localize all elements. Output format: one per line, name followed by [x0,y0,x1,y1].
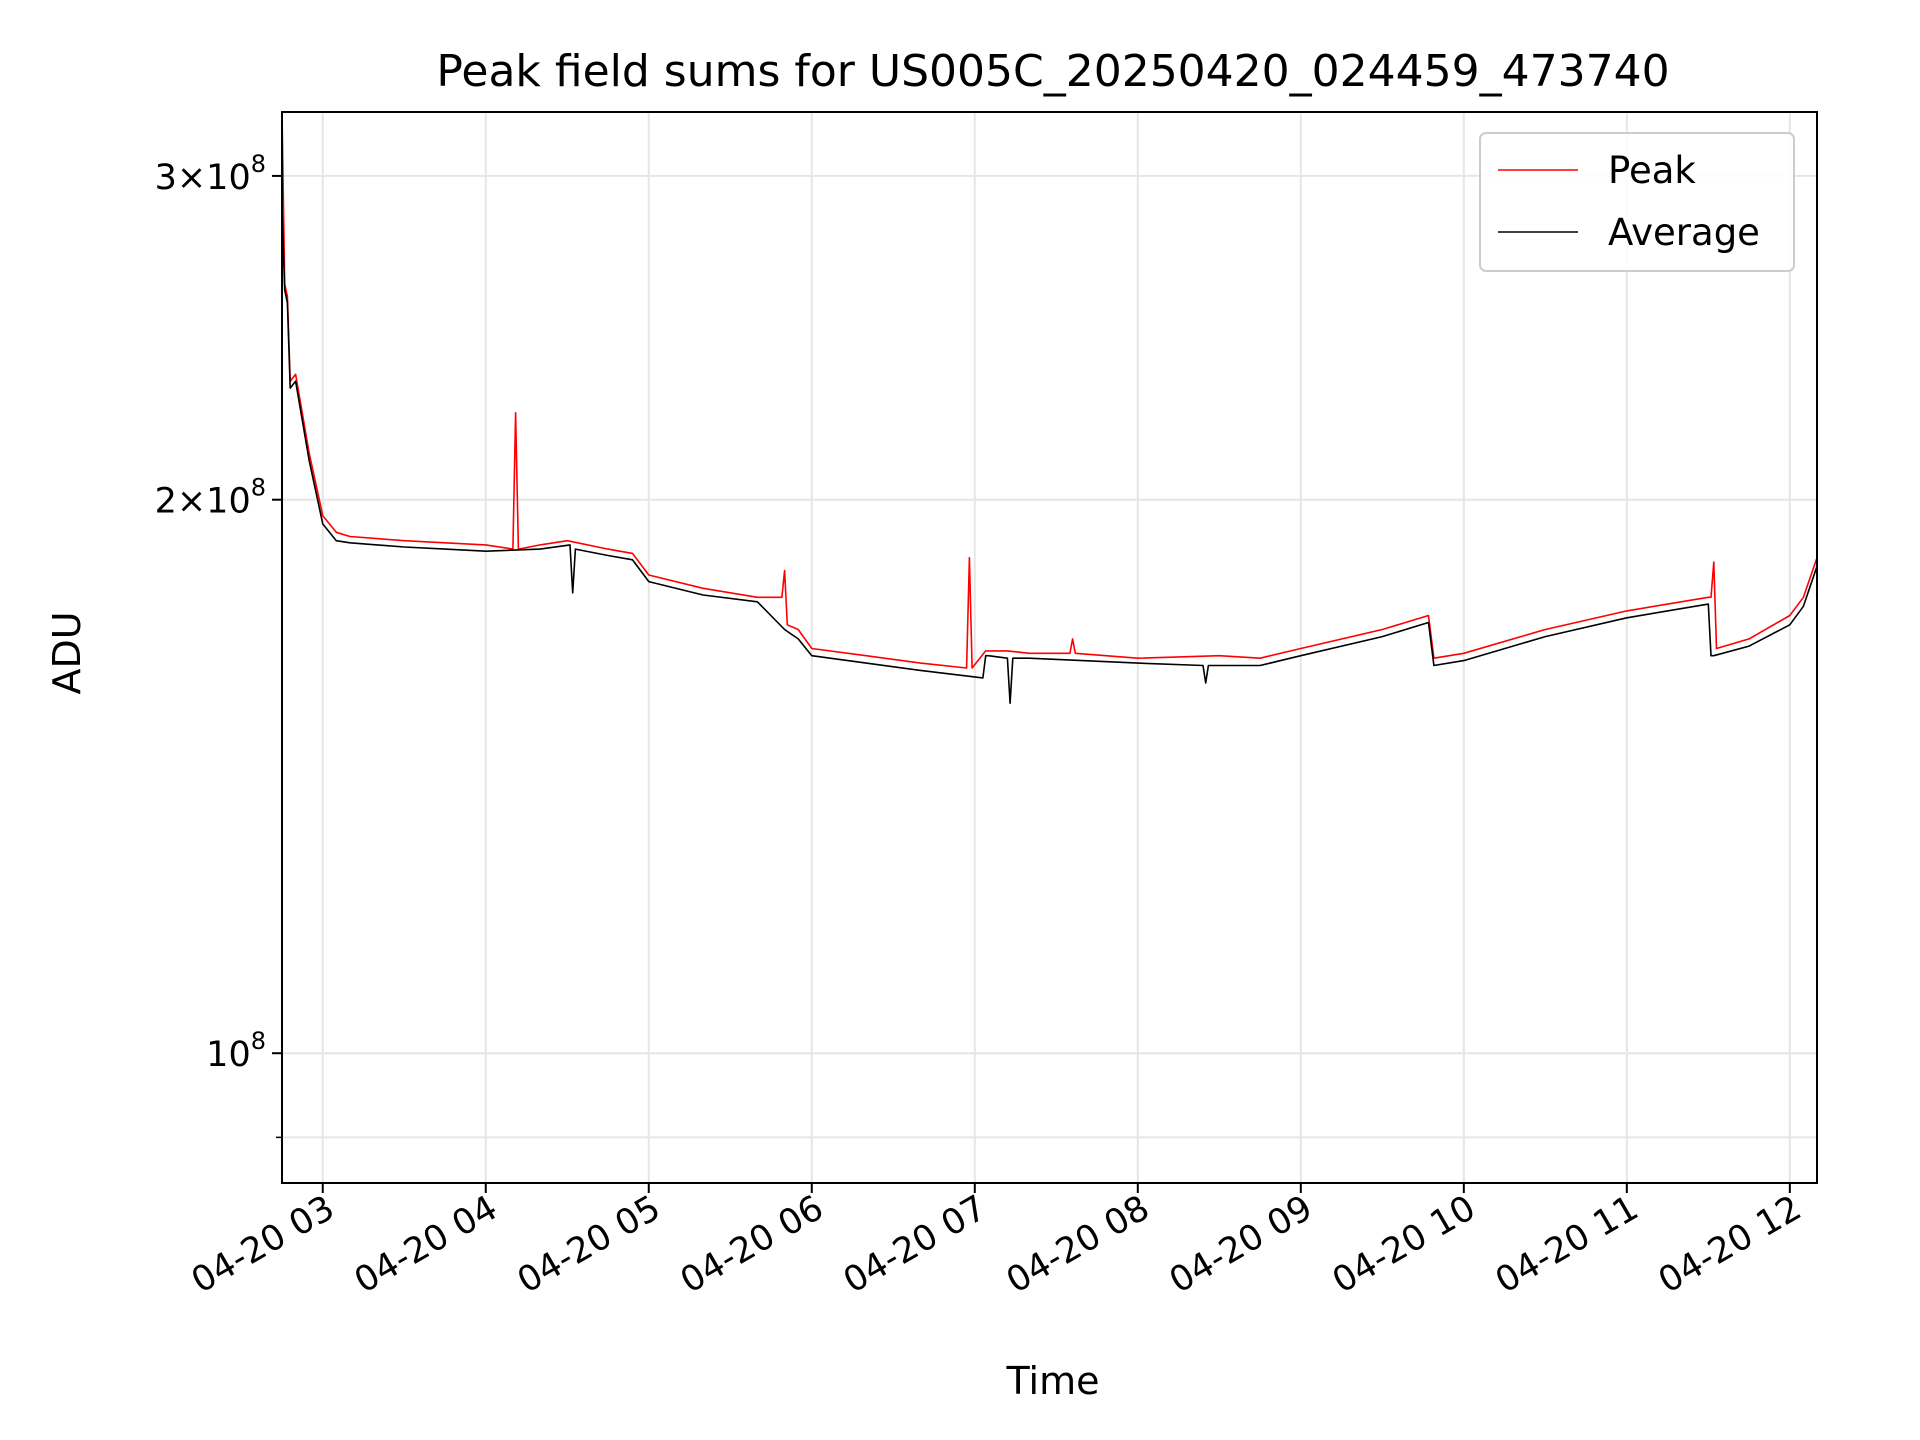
x-tick-label: 04-20 08 [1000,1188,1156,1301]
x-tick-label: 04-20 10 [1326,1188,1482,1301]
legend-label-peak: Peak [1608,149,1696,192]
x-tick-label: 04-20 05 [511,1188,667,1301]
plot-area-frame [281,111,1818,1184]
x-tick-label: 04-20 09 [1163,1188,1319,1301]
series-line-peak [281,111,1818,669]
x-axis-label: Time [1006,1359,1100,1403]
y-axis-label: ADU [45,611,89,694]
legend: Peak Average [1479,132,1795,272]
x-tick-label: 04-20 11 [1489,1188,1645,1301]
y-tick-label: 3×108 [155,150,266,198]
series-layer [281,111,1818,705]
legend-label-average: Average [1608,211,1760,254]
x-tick-label: 04-20 04 [348,1188,504,1301]
series-line-average [281,208,1818,705]
x-tick-label: 04-20 07 [837,1188,993,1301]
chart-title: Peak field sums for US005C_20250420_0244… [436,46,1669,97]
grid [282,112,1817,1183]
x-tick-label: 04-20 03 [185,1188,341,1301]
y-tick-label: 108 [206,1027,266,1075]
x-tick-label: 04-20 06 [674,1188,830,1301]
x-tick-label: 04-20 12 [1652,1188,1808,1301]
legend-box [1479,132,1795,272]
y-tick-label: 2×108 [155,474,266,522]
y-axis-ticks: 3×108 2×108 108 [155,150,282,1139]
x-axis-ticks: 04-20 03 04-20 04 04-20 05 04-20 06 04-20 07… [185,1183,1808,1301]
